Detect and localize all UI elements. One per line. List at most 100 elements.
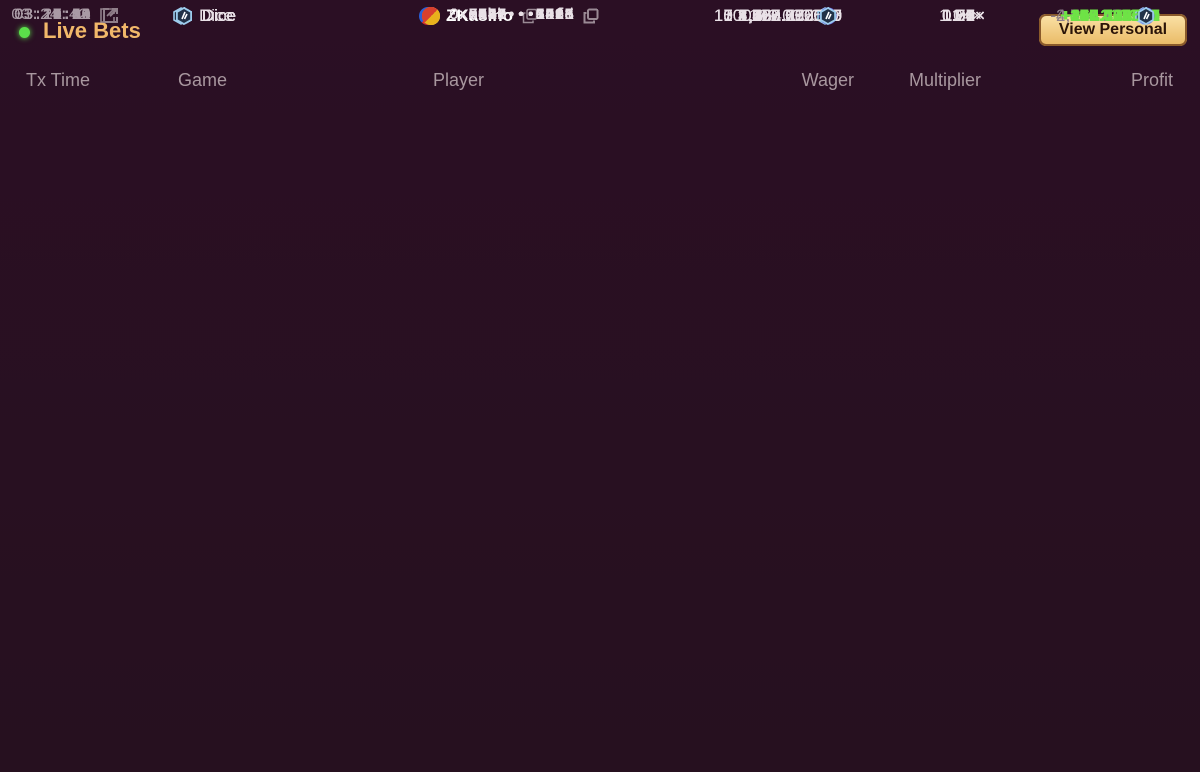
wager: 4,430.250000 [738, 6, 842, 25]
game-name: Dice [202, 6, 237, 25]
tx-time: 03:26:32 [14, 6, 91, 24]
profit: -4,430.250000 [1050, 6, 1160, 25]
tx-time: 03:21:29 [14, 6, 91, 24]
tx-time: 03:22:22 [14, 6, 91, 24]
player-name: 0x04B7•••1F1F [449, 6, 574, 24]
column-header: Player [433, 70, 485, 90]
wager: 5 × 500.000000 [723, 6, 842, 25]
multiplier: 0.76× [941, 6, 985, 25]
multiplier: 1.04× [941, 6, 985, 25]
player-name: 0x7180•••5afB [449, 6, 574, 24]
game-name: Dice [202, 6, 237, 25]
multiplier: 1.04× [938, 6, 982, 25]
multiplier: 0.84× [941, 6, 985, 25]
wager: 100 × 0.000500 [723, 6, 842, 25]
multiplier: 1.04× [941, 6, 985, 25]
wager: 2,125.000000 [738, 6, 842, 25]
multiplier: 1.24× [941, 6, 985, 25]
wager: 2,535.299037 [738, 6, 842, 25]
wager: 1,399.792673 [738, 6, 842, 25]
tx-time: 03:24:42 [11, 6, 88, 24]
profit: -34.150000 [1073, 6, 1160, 25]
player-name: 0xc3be•••a491 [449, 6, 574, 24]
live-indicator [19, 27, 30, 38]
player-name: 0x7E27•••C16e [449, 6, 574, 24]
profit: +115.775000 [1061, 6, 1160, 25]
multiplier: 1.04× [941, 6, 985, 25]
wager: 10 × 200.000000 [713, 6, 842, 25]
panel-title: Live Bets [43, 18, 141, 43]
profit: +124.862285 [1060, 6, 1160, 25]
multiplier: 1.04× [941, 6, 985, 25]
multiplier: 0× [965, 6, 985, 25]
game-name: Dice [202, 6, 237, 25]
view-personal-button[interactable]: View Personal [1039, 14, 1187, 46]
game-name: Dice [202, 6, 237, 25]
game-name: Dice [202, 6, 237, 25]
game-name: Dice [202, 6, 237, 25]
column-header: Tx Time [26, 70, 91, 90]
profit: -780.250000 [1064, 6, 1160, 25]
player-name: 0xc3be•••a491 [449, 6, 574, 24]
tx-time: 03:19:19 [14, 6, 91, 24]
wager: 2,965.850000 [738, 6, 842, 25]
player-name: 0x8919•••3225 [449, 6, 574, 24]
tx-time: 03:20:26 [14, 6, 91, 24]
tx-time: 03:27:03 [14, 6, 91, 24]
player-name: 0xc3be•••a491 [449, 6, 574, 24]
player-name: 0xc3be•••a491 [449, 6, 574, 24]
player-name: 0x7E27•••C16e [449, 6, 574, 24]
wager: 1,727.082500 [738, 6, 842, 25]
wager: 2,432.875000 [738, 6, 842, 25]
wager: 3 × 400.000000 [723, 6, 842, 25]
wager: 7 × 300.000000 [723, 6, 842, 25]
player-name: 0x8919•••3225 [449, 6, 574, 24]
copy-address-icon[interactable] [583, 0, 599, 31]
game-name: Dice [202, 6, 237, 25]
player-name: 0x04B7•••1F1F [449, 6, 574, 24]
player-name: 0x5e45•••ac33 [449, 6, 574, 24]
tx-time: 03:19:11 [14, 6, 91, 24]
tx-time: 03:18:09 [14, 6, 91, 24]
wager-token-icon [819, 0, 837, 31]
multiplier: 0.97× [941, 6, 985, 25]
multiplier: 1.04× [941, 6, 985, 25]
multiplier: 1.04× [941, 6, 985, 25]
game-name: Dice [202, 6, 237, 25]
game-name: Dice [202, 6, 237, 25]
tx-link-icon[interactable] [102, 0, 119, 31]
wager: 100 × 0.000500 [723, 6, 842, 25]
tx-time: 03:27:43 [14, 6, 91, 24]
wager: 100.000000 [749, 6, 839, 25]
game-name: Dice [202, 6, 237, 25]
player-name: 0x7180•••5afB [449, 6, 574, 24]
multiplier: 0× [965, 6, 985, 25]
profit-token-icon [1137, 0, 1155, 31]
tx-time: 03:25:38 [14, 6, 91, 24]
tx-time: 03:24:42 [14, 6, 91, 24]
wager: 10 × 500.000000 [713, 6, 842, 25]
column-header: Multiplier [908, 70, 981, 90]
game-name: Dice [202, 6, 237, 25]
game-name: Dice [202, 6, 237, 25]
column-header: Game [178, 70, 228, 90]
copy-address-icon[interactable] [522, 0, 538, 31]
multiplier: 1.2× [951, 6, 985, 25]
game-name: Dice [202, 6, 237, 25]
wager: 2,750.000000 [738, 6, 842, 25]
player-name: 0xc3be•••a491 [449, 6, 574, 24]
player-name: 0xa071•••711d [449, 6, 574, 24]
column-header: Profit [1130, 70, 1173, 90]
player-name: 0x5e45•••ac33 [449, 6, 574, 24]
game-name: Dice [202, 6, 237, 25]
game-name: Dice [202, 6, 237, 25]
wager: 1,364.110000 [739, 6, 842, 25]
tx-time: 03:16:34 [14, 6, 91, 24]
game-name: Dice [202, 6, 237, 25]
column-header: Wager [801, 70, 854, 90]
wager: 1,100.000000 [738, 6, 842, 25]
game-name: Dice [202, 6, 237, 25]
tx-time: 03:17:42 [14, 6, 91, 24]
game-icon [175, 0, 193, 31]
